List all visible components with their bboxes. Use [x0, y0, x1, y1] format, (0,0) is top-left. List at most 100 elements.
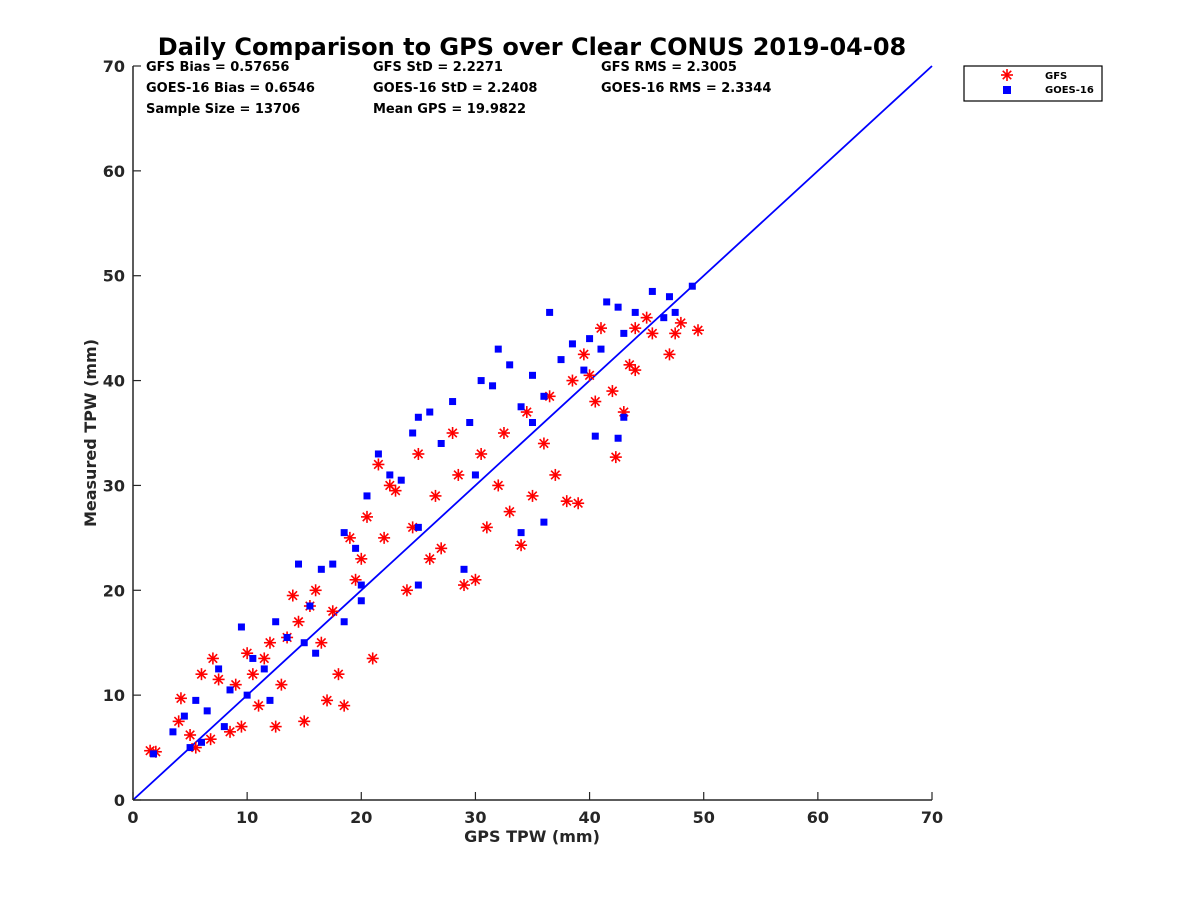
gfs-point	[383, 479, 396, 492]
gfs-point	[560, 495, 573, 508]
gfs-point	[609, 451, 622, 464]
goes16-point	[414, 413, 422, 421]
goes16-point	[397, 476, 405, 484]
goes16-point	[260, 665, 268, 673]
goes16-point	[203, 707, 211, 715]
goes16-point	[409, 429, 417, 437]
gfs-point	[692, 324, 705, 337]
one-to-one-line	[132, 65, 933, 801]
gfs-point	[246, 668, 259, 681]
gfs-point	[475, 447, 488, 460]
gfs-point	[629, 322, 642, 335]
gfs-point	[492, 479, 505, 492]
gfs-point	[469, 573, 482, 586]
goes16-point	[671, 308, 679, 316]
gfs-point	[321, 694, 334, 707]
x-tick-label: 50	[693, 808, 715, 827]
gfs-point	[412, 447, 425, 460]
goes16-point	[665, 293, 673, 301]
gfs-point	[326, 605, 339, 618]
goes16-point	[614, 434, 622, 442]
gfs-point	[520, 406, 533, 419]
goes16-point	[317, 565, 325, 573]
gfs-point	[566, 374, 579, 387]
stat-mean-gps: Mean GPS = 19.9822	[373, 102, 526, 117]
goes16-point	[557, 356, 565, 364]
gfs-point	[366, 652, 379, 665]
goes16-point	[494, 345, 502, 353]
series-gfs	[144, 311, 705, 758]
gfs-point	[269, 720, 282, 733]
goes16-point	[426, 408, 434, 416]
gfs-point	[452, 468, 465, 481]
gfs-point	[423, 552, 436, 565]
stat-goes16-std: GOES-16 StD = 2.2408	[373, 81, 537, 96]
goes16-point	[180, 712, 188, 720]
gfs-point	[275, 678, 288, 691]
goes16-point	[620, 329, 628, 337]
goes16-point	[237, 623, 245, 631]
goes16-point	[374, 450, 382, 458]
gfs-point	[263, 636, 276, 649]
x-tick-label: 60	[807, 808, 829, 827]
gfs-point	[629, 364, 642, 377]
gfs-point	[258, 652, 271, 665]
gfs-point	[640, 311, 653, 324]
goes16-point	[620, 413, 628, 421]
gfs-point	[195, 668, 208, 681]
gfs-point	[458, 579, 471, 592]
gfs-point	[315, 636, 328, 649]
stats-block: GFS Bias = 0.57656 GFS StD = 2.2271 GFS …	[146, 60, 771, 117]
goes16-point	[363, 492, 371, 500]
gfs-point	[174, 692, 187, 705]
gfs-point	[252, 699, 265, 712]
chart-title: Daily Comparison to GPS over Clear CONUS…	[158, 33, 906, 61]
goes16-point	[272, 618, 280, 626]
x-tick-label: 40	[578, 808, 600, 827]
goes16-point	[414, 523, 422, 531]
goes16-point	[603, 298, 611, 306]
goes16-point	[169, 728, 177, 736]
gfs-point	[204, 733, 217, 746]
gfs-point	[389, 484, 402, 497]
gfs-point	[623, 358, 636, 371]
gfs-point	[206, 652, 219, 665]
legend-goes16-marker	[1003, 86, 1011, 94]
legend-label-goes16: GOES-16	[1045, 85, 1094, 96]
goes16-point	[489, 382, 497, 390]
gfs-point	[292, 615, 305, 628]
goes16-point	[540, 518, 548, 526]
goes16-point	[477, 377, 485, 385]
y-tick-label: 50	[103, 267, 125, 286]
legend-asterisk-icon	[1001, 69, 1013, 81]
goes16-point	[150, 750, 158, 758]
x-axis-label: GPS TPW (mm)	[464, 827, 600, 846]
goes16-point	[580, 366, 588, 374]
goes16-point	[192, 696, 200, 704]
goes16-point	[243, 691, 251, 699]
goes16-point	[648, 287, 656, 295]
gfs-point	[355, 552, 368, 565]
gfs-point	[400, 584, 413, 597]
goes16-point	[186, 744, 194, 752]
stat-goes16-bias: GOES-16 Bias = 0.6546	[146, 81, 315, 96]
goes16-point	[529, 371, 536, 379]
gfs-point	[503, 505, 516, 518]
legend-label-gfs: GFS	[1045, 71, 1067, 82]
gfs-point	[577, 348, 590, 361]
goes16-point	[283, 633, 291, 641]
goes16-point	[614, 303, 622, 311]
x-tick-label: 0	[127, 808, 138, 827]
goes16-point	[471, 471, 479, 479]
x-tick-label: 30	[464, 808, 486, 827]
goes16-point	[295, 560, 303, 568]
x-tick-label: 20	[350, 808, 372, 827]
gfs-point	[235, 720, 248, 733]
gfs-point	[286, 589, 299, 602]
goes16-point	[340, 618, 348, 626]
goes16-point	[540, 392, 548, 400]
gfs-point	[429, 489, 442, 502]
goes16-point	[266, 696, 274, 704]
